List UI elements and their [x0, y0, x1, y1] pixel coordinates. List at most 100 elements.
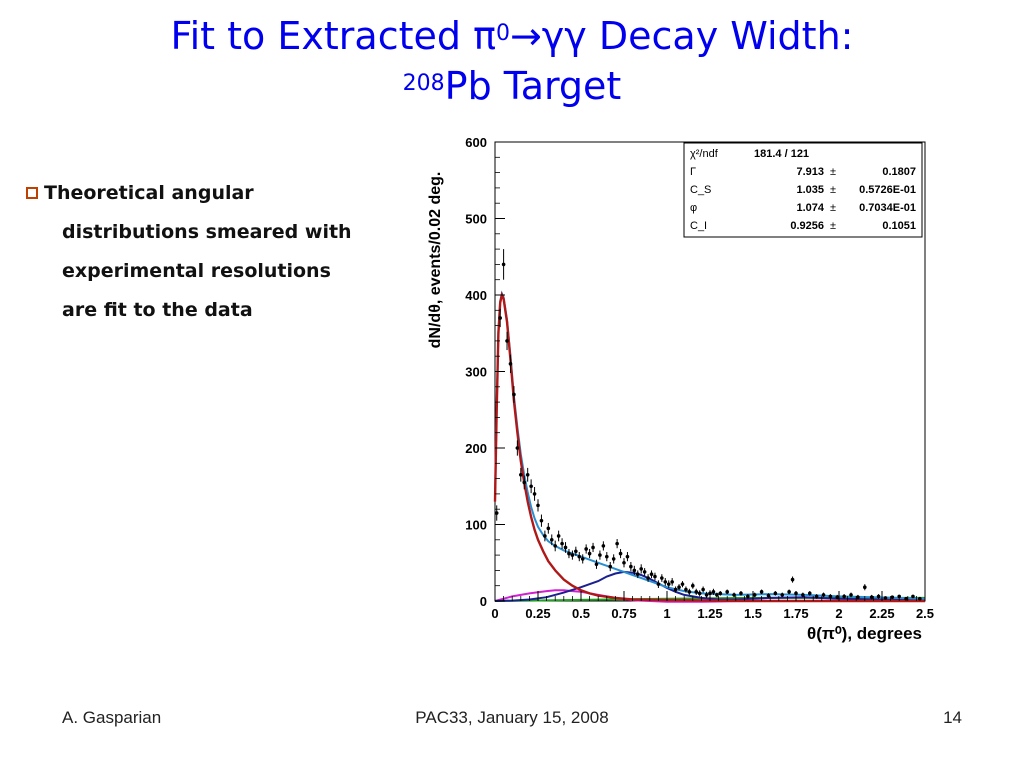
x-tick-label: 1.25	[697, 606, 722, 621]
data-marker	[869, 595, 874, 599]
bullet-list: Theoretical angular distributions smeare…	[26, 174, 406, 330]
data-point	[529, 479, 533, 494]
chart-curves	[493, 290, 926, 603]
data-marker	[494, 511, 499, 515]
data-marker	[649, 572, 654, 577]
data-point	[807, 591, 812, 596]
data-marker	[704, 593, 709, 597]
data-point	[632, 565, 637, 575]
data-marker	[835, 595, 840, 599]
data-point	[546, 522, 551, 534]
stats-label: C_I	[690, 220, 707, 232]
stats-value: 1.035	[796, 184, 824, 196]
data-point	[697, 590, 702, 597]
data-marker	[591, 545, 595, 550]
data-point	[639, 564, 643, 574]
data-point	[835, 594, 840, 600]
data-point	[594, 559, 599, 569]
stats-pm: ±	[830, 166, 836, 178]
stats-error: 0.1807	[882, 166, 916, 178]
data-point	[549, 534, 554, 546]
data-point	[598, 550, 602, 560]
data-marker	[660, 576, 664, 580]
data-point	[701, 586, 705, 593]
data-marker	[670, 580, 674, 584]
data-marker	[725, 590, 729, 594]
bullet-square-icon	[26, 187, 38, 199]
data-marker	[711, 590, 716, 594]
data-marker	[904, 596, 908, 601]
data-point	[532, 487, 537, 501]
data-point	[567, 548, 571, 559]
data-point	[680, 581, 685, 588]
title-text-b: Decay Width:	[586, 14, 854, 58]
data-point	[580, 554, 585, 564]
data-point	[605, 552, 609, 562]
stats-pm: ±	[830, 202, 836, 214]
data-marker	[584, 547, 588, 551]
data-point	[670, 578, 674, 586]
x-tick-label: 1.75	[783, 606, 808, 621]
stats-value: 1.074	[796, 202, 824, 214]
data-marker	[656, 582, 661, 586]
data-marker	[673, 587, 678, 592]
y-tick-label: 200	[465, 441, 487, 456]
stats-pm: ±	[830, 184, 836, 196]
title-text-a: Fit to Extracted	[170, 14, 474, 58]
data-point	[543, 530, 547, 542]
data-point	[780, 592, 785, 598]
data-point	[608, 561, 613, 572]
data-point	[660, 574, 664, 582]
data-point	[711, 588, 716, 595]
data-marker	[529, 484, 533, 489]
data-point	[790, 576, 795, 583]
data-marker	[677, 585, 681, 590]
data-marker	[842, 594, 846, 599]
data-point	[649, 570, 654, 579]
data-marker	[605, 554, 609, 559]
data-marker	[611, 557, 616, 561]
bullet-line-3: are fit to the data	[62, 299, 253, 321]
stats-value: 181.4 / 121	[754, 148, 809, 160]
y-tick-label: 100	[465, 518, 487, 533]
data-point	[814, 594, 819, 599]
stats-label: φ	[690, 202, 697, 214]
slide-title-line1: Fit to Extracted π0→γγ Decay Width:	[0, 14, 1024, 58]
data-marker	[629, 564, 633, 569]
data-marker	[635, 572, 640, 577]
data-marker	[787, 590, 791, 594]
data-marker	[759, 590, 764, 594]
data-marker	[918, 596, 922, 601]
data-marker	[632, 568, 637, 573]
data-marker	[608, 564, 613, 569]
stats-label: χ²/ndf	[690, 148, 719, 160]
x-tick-label: 1	[663, 606, 670, 621]
data-point	[746, 594, 750, 599]
data-marker	[911, 594, 915, 599]
stats-label: C_S	[690, 184, 711, 196]
data-point	[766, 593, 771, 598]
stats-pm: ±	[830, 220, 836, 232]
stats-error: 0.1051	[882, 220, 916, 232]
data-marker	[508, 362, 513, 366]
data-marker	[577, 554, 582, 559]
data-marker	[890, 595, 895, 599]
data-marker	[587, 551, 592, 556]
stats-error: 0.7034E-01	[859, 202, 916, 214]
data-point	[584, 544, 588, 554]
data-marker	[680, 582, 685, 586]
data-marker	[739, 591, 743, 596]
data-marker	[684, 587, 688, 592]
data-point	[687, 588, 692, 595]
data-point	[611, 554, 616, 564]
stats-label: Γ	[690, 166, 696, 178]
curve-primakoff	[493, 291, 925, 603]
data-point	[918, 596, 922, 601]
y-tick-label: 500	[465, 212, 487, 227]
bullet-line-2: experimental resolutions	[62, 260, 331, 282]
data-point	[642, 568, 647, 576]
data-point	[725, 589, 729, 595]
data-marker	[505, 339, 509, 343]
data-point	[553, 540, 557, 552]
